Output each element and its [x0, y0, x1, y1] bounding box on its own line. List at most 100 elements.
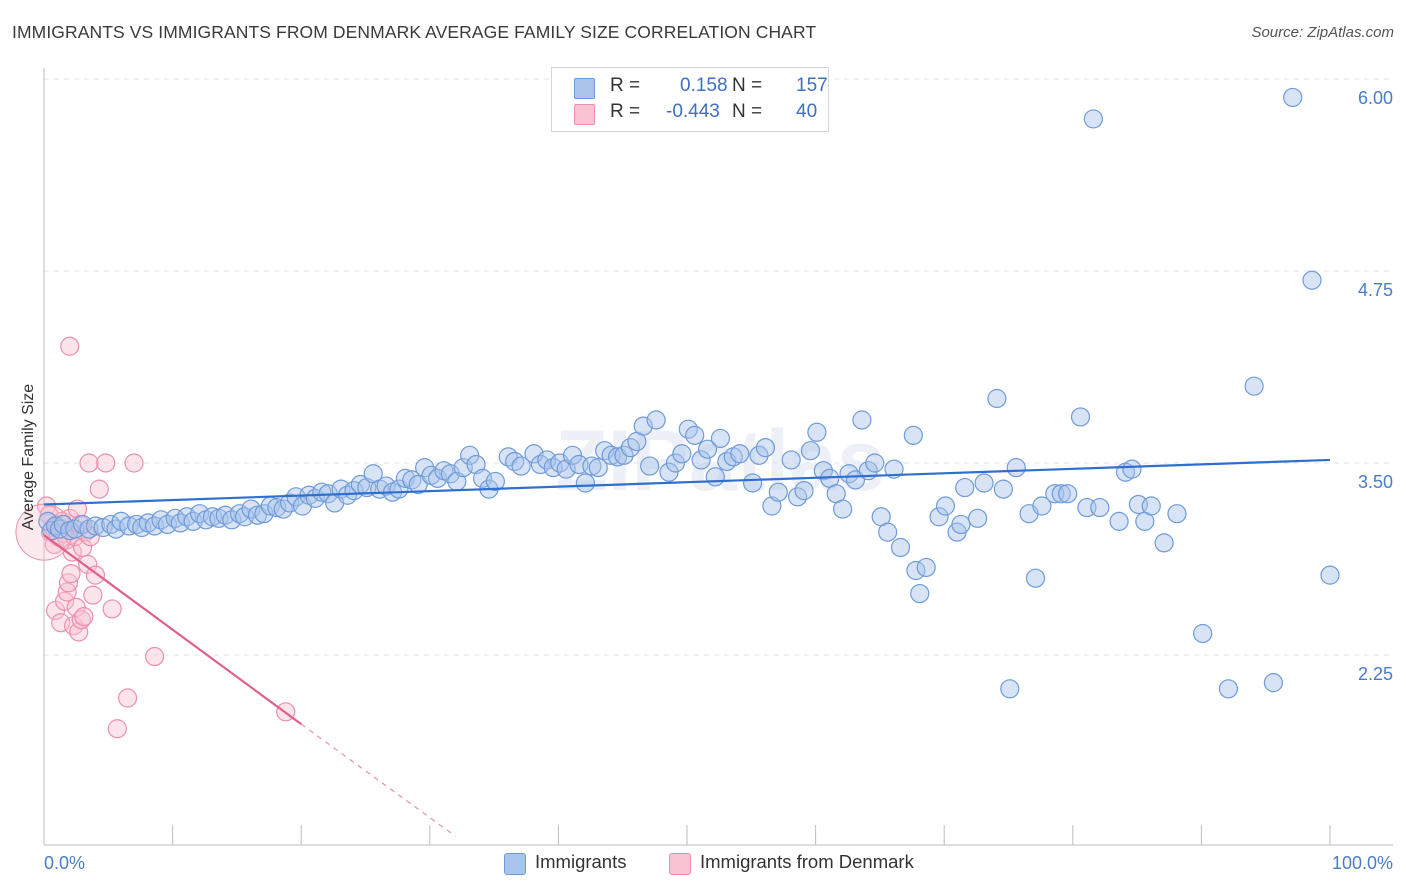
legend-r-value: 0.158 [680, 75, 728, 96]
immigrants-point [267, 497, 287, 518]
immigrants-point [1283, 87, 1303, 108]
bottom-legend-swatch-denmark [669, 853, 691, 875]
legend-n-label: N = [732, 75, 763, 96]
denmark-point [144, 646, 165, 667]
bottom-legend-swatch-immigrants [504, 853, 526, 875]
immigrants-point [833, 499, 853, 519]
immigrants-trend-line [43, 458, 1331, 506]
immigrants-point [1263, 673, 1284, 693]
immigrants-point [768, 482, 788, 502]
axes [43, 68, 1393, 846]
immigrants-point [951, 514, 971, 535]
immigrants-point [1193, 623, 1213, 644]
immigrants-point [427, 468, 448, 488]
immigrants-point [755, 438, 776, 458]
immigrants-point [935, 496, 956, 516]
immigrants-point [974, 473, 994, 493]
immigrants-point [1122, 459, 1142, 479]
y-tick-label: 2.25 [1358, 664, 1393, 684]
immigrants-point [1006, 458, 1026, 478]
immigrants-point [1141, 496, 1161, 516]
immigrants-point [415, 458, 435, 478]
bottom-legend-label-immigrants: Immigrants [535, 851, 627, 872]
immigrants-point [807, 422, 827, 442]
legend-r-label: R = [610, 75, 641, 96]
denmark-point [79, 453, 99, 473]
denmark-point [83, 585, 103, 605]
immigrants-point [614, 445, 634, 465]
denmark-point [60, 336, 80, 356]
legend-n-value: 40 [796, 101, 818, 122]
immigrants-point [1167, 504, 1187, 524]
denmark-point [124, 453, 144, 473]
immigrants-point [1058, 484, 1078, 504]
immigrants-point [955, 477, 975, 498]
denmark-point [89, 479, 109, 499]
denmark-point [117, 688, 138, 708]
immigrants-point [1090, 497, 1110, 518]
immigrants-point [794, 481, 814, 501]
immigrants-point [710, 428, 731, 449]
y-tick-label: 4.75 [1358, 280, 1393, 300]
x-tick-label-min: 0.0% [44, 853, 85, 873]
immigrants-point [813, 461, 833, 481]
immigrants-point [1320, 565, 1340, 585]
chart-title: IMMIGRANTS VS IMMIGRANTS FROM DENMARK AV… [12, 22, 817, 42]
y-tick-label: 3.50 [1358, 472, 1393, 492]
x-ticks [43, 825, 1331, 845]
immigrants-point [916, 557, 936, 578]
immigrants-point [582, 456, 602, 476]
immigrants-point [1244, 376, 1264, 396]
immigrants-point [1051, 484, 1071, 504]
immigrants-point [485, 471, 505, 492]
immigrants-point [865, 453, 885, 473]
immigrants-point [1109, 511, 1129, 531]
immigrants-point [1302, 270, 1322, 290]
legend-swatch-immigrants [574, 78, 595, 99]
immigrants-point [312, 482, 332, 502]
denmark-point [69, 622, 89, 642]
source-label: Source: ZipAtlas.com [1251, 24, 1394, 41]
immigrants-point [890, 537, 911, 558]
immigrants-points [38, 87, 1340, 699]
immigrants-point [705, 467, 725, 487]
immigrants-point [987, 388, 1007, 409]
immigrants-point [749, 445, 769, 465]
denmark-point [107, 719, 127, 739]
bottom-legend-label-denmark: Immigrants from Denmark [700, 851, 914, 872]
immigrants-point [742, 473, 763, 493]
immigrants-point [697, 439, 718, 459]
immigrants-point [968, 508, 988, 528]
immigrants-point [1154, 533, 1174, 553]
y-tick-labels: 2.25 3.50 4.75 6.00 [1358, 88, 1393, 684]
denmark-point [61, 563, 81, 584]
immigrants-point [884, 459, 904, 479]
immigrants-point [929, 507, 949, 527]
immigrants-point [730, 444, 750, 464]
x-tick-label-max: 100.0% [1332, 853, 1393, 873]
denmark-trend-extension [300, 723, 456, 837]
immigrants-point [910, 583, 930, 604]
immigrants-point [1070, 407, 1091, 427]
immigrants-point [1218, 679, 1239, 699]
legend-swatch-denmark [574, 104, 595, 125]
denmark-point [67, 499, 88, 519]
immigrants-point [511, 456, 531, 476]
correlation-legend: R = 0.158 N = 157 R = -0.443 N = 40 [551, 67, 829, 132]
immigrants-point [640, 456, 660, 476]
immigrants-point [691, 450, 711, 470]
denmark-point [96, 453, 116, 473]
immigrants-point [1000, 679, 1020, 699]
immigrants-point [878, 522, 898, 542]
immigrants-point [903, 425, 923, 445]
denmark-point [102, 599, 122, 619]
immigrants-point [1083, 109, 1103, 129]
immigrants-point [993, 479, 1013, 499]
y-tick-label: 6.00 [1358, 88, 1393, 108]
y-axis-label: Average Family Size [20, 384, 37, 531]
immigrants-point [85, 516, 106, 536]
denmark-point [71, 610, 91, 630]
immigrants-point [1025, 568, 1046, 588]
grid-lines [44, 78, 1393, 656]
